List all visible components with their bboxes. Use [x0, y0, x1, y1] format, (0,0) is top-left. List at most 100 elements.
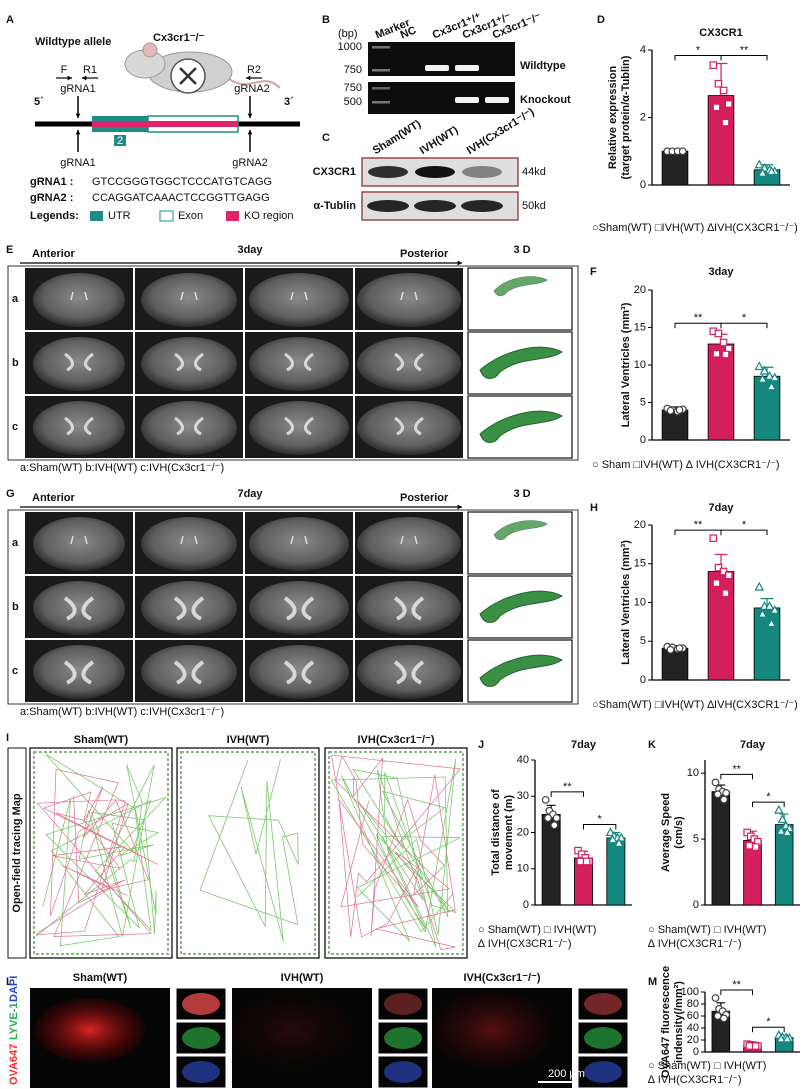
band: [485, 97, 509, 103]
fluor-small-signal: [182, 1027, 220, 1049]
ventricle: [394, 352, 424, 372]
y-tick-label: 30: [517, 790, 529, 802]
marker-band: [372, 69, 390, 72]
legend-entry: ○Sham(WT) □IVH(WT) ∆IVH(CX3CR1⁻/⁻): [592, 699, 798, 711]
mouse-ear: [142, 42, 158, 58]
brain: [357, 581, 461, 635]
label: 3 D: [513, 244, 530, 256]
ventricle: [63, 660, 95, 685]
y-tick-label: 4: [640, 44, 646, 56]
data-point: [751, 1042, 760, 1050]
data-point: [754, 361, 765, 371]
y-tick-label: 10: [634, 359, 646, 371]
arrow-head: [67, 75, 72, 81]
label: 2: [117, 135, 123, 147]
y-tick-label: 80: [687, 998, 699, 1010]
label: Legends:: [30, 210, 79, 222]
y-tick-label: 40: [687, 1022, 699, 1034]
y-tick-label: 10: [634, 596, 646, 608]
brain: [33, 517, 125, 571]
data-point: [607, 834, 618, 844]
data-point: [678, 147, 687, 156]
label: 750: [344, 82, 362, 94]
ventricle-3d: [493, 276, 548, 297]
bar: [707, 571, 735, 681]
data-point: [541, 795, 550, 804]
brain: [357, 337, 461, 391]
data-point: [754, 581, 765, 591]
label: 50kd: [522, 200, 546, 212]
band: [455, 65, 479, 71]
label: Sham(WT): [73, 972, 128, 984]
significance-label: *: [742, 519, 747, 531]
marker-band: [372, 87, 390, 90]
y-axis-label: OVA647 fluorescence: [660, 966, 672, 1078]
label: a: [12, 293, 19, 305]
chart-title: CX3CR1: [699, 27, 742, 39]
data-point: [776, 1033, 786, 1043]
ventricle: [64, 416, 94, 436]
data-point: [721, 118, 730, 127]
legend-entry: ○ Sham(WT) □ IVH(WT): [648, 1060, 766, 1072]
data-point: [769, 372, 780, 382]
label: Exon: [178, 210, 203, 222]
y-tick-label: 100: [681, 986, 699, 998]
label: 3day: [237, 244, 263, 256]
y-axis-label: Average Speed: [660, 793, 672, 872]
legend-entry: ∆ IVH(CX3CR1⁻/⁻): [648, 1074, 742, 1086]
data-point: [720, 1014, 728, 1023]
bar: [661, 150, 689, 186]
knockout-x: [179, 67, 197, 85]
chart-title: 3day: [708, 266, 734, 278]
data-point: [782, 1033, 793, 1043]
ventricle: [174, 416, 204, 436]
significance-label: *: [696, 44, 701, 56]
arrow-head: [247, 130, 253, 135]
bar: [606, 837, 626, 906]
label: F: [61, 64, 68, 76]
panel-letter: H: [590, 502, 598, 514]
data-point: [712, 579, 721, 587]
data-point: [759, 365, 770, 375]
arrow-head: [82, 75, 87, 81]
legend-entry: ○Sham(WT) □IVH(WT) ∆IVH(CX3CR1⁻/⁻): [592, 222, 798, 234]
y-tick-label: 5: [640, 396, 646, 408]
ventricle: [283, 596, 315, 621]
significance-bracket: [720, 989, 753, 995]
brain: [357, 645, 461, 699]
ventricle: [394, 416, 424, 436]
y-tick-label: 0: [640, 434, 646, 446]
data-point: [757, 167, 768, 177]
label: Knockout: [520, 94, 571, 106]
ventricle-3d: [479, 654, 563, 687]
data-point: [764, 601, 775, 610]
label: UTR: [108, 210, 131, 222]
fluor-small-signal: [584, 1061, 622, 1083]
y-tick-label: 20: [517, 826, 529, 838]
render-3d: [467, 639, 573, 703]
significance-label: *: [766, 791, 771, 803]
ventricle: [290, 535, 308, 545]
data-point: [719, 567, 728, 576]
label: c: [12, 421, 18, 433]
data-point: [757, 608, 768, 618]
y-axis-label: Total distance of: [490, 789, 502, 876]
ventricle: [283, 660, 315, 685]
data-point: [720, 795, 728, 804]
y-axis-label: movement (m): [503, 795, 515, 871]
panel-letter: A: [6, 14, 14, 26]
label: α-Tublin: [313, 200, 356, 212]
mri-frame: [7, 509, 579, 705]
y-axis-label: Lateral Ventricles (mm³): [620, 540, 632, 665]
y-tick-label: 20: [634, 284, 646, 296]
brain: [249, 517, 349, 571]
data-point: [544, 814, 552, 822]
significance-label: **: [694, 519, 703, 531]
label: a:Sham(WT) b:IVH(WT) c:IVH(Cx3cr1⁻/⁻): [20, 462, 224, 474]
legend-entry: ○ Sham(WT) □ IVH(WT): [478, 924, 596, 936]
data-point: [675, 644, 684, 653]
y-tick-label: 10: [687, 767, 699, 779]
y-axis-label: indensity(/mm²): [673, 981, 685, 1063]
ventricle: [393, 660, 425, 685]
label: Open-field tracing Map: [11, 793, 23, 912]
